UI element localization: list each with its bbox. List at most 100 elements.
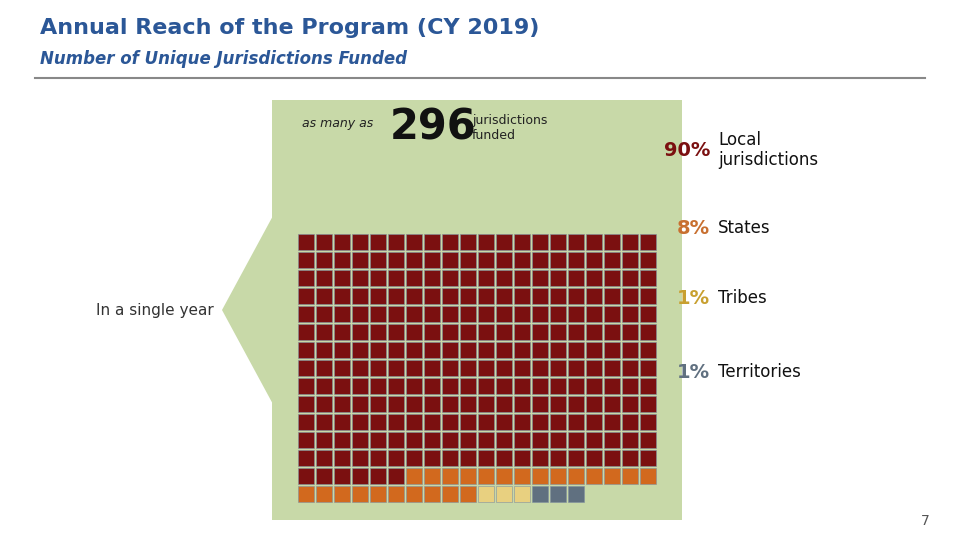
Bar [299,288,314,304]
Bar [460,234,476,250]
Bar [604,306,620,322]
Bar [496,234,512,250]
Bar [515,414,530,430]
Bar [352,450,368,466]
Bar [568,306,584,322]
Bar [443,360,458,376]
Bar [371,252,386,268]
Bar [443,378,458,394]
Bar [443,468,458,484]
Bar [388,342,404,358]
Bar [352,252,368,268]
Bar [532,468,548,484]
Bar [496,270,512,286]
Bar [443,324,458,340]
Bar [443,288,458,304]
Bar [388,414,404,430]
Bar [478,378,493,394]
Bar [406,360,421,376]
Bar [515,396,530,412]
Bar [424,486,440,502]
Bar [316,324,332,340]
Bar [478,234,493,250]
Bar [515,252,530,268]
Bar [388,306,404,322]
Bar [460,306,476,322]
Bar [352,468,368,484]
Bar [622,288,637,304]
Bar [299,468,314,484]
Bar [334,432,349,448]
Bar [568,342,584,358]
Bar [424,288,440,304]
Bar [371,234,386,250]
Bar [622,414,637,430]
Bar [622,342,637,358]
Bar [496,468,512,484]
Bar [604,342,620,358]
Bar [515,468,530,484]
Bar [496,486,512,502]
Bar [299,396,314,412]
Bar [550,288,565,304]
Bar [406,468,421,484]
Bar [568,252,584,268]
Bar [478,306,493,322]
Bar [316,396,332,412]
Bar [515,324,530,340]
Bar [371,414,386,430]
Bar [352,414,368,430]
Bar [424,450,440,466]
Bar [496,414,512,430]
Bar [496,306,512,322]
Bar [532,378,548,394]
Bar [424,468,440,484]
Bar [316,288,332,304]
Bar [460,486,476,502]
Bar [334,360,349,376]
Text: States: States [718,219,771,237]
Bar [604,360,620,376]
Bar [388,486,404,502]
Bar [316,378,332,394]
Text: Local
jurisdictions: Local jurisdictions [718,131,818,170]
Bar [316,360,332,376]
Bar [406,252,421,268]
Bar [587,306,602,322]
Bar [640,396,656,412]
Bar [334,324,349,340]
Bar [443,234,458,250]
Bar [460,270,476,286]
Bar [550,360,565,376]
Bar [515,306,530,322]
Bar [316,234,332,250]
Text: Territories: Territories [718,363,801,381]
Bar [424,324,440,340]
Bar [299,342,314,358]
Bar [515,234,530,250]
Text: jurisdictions
funded: jurisdictions funded [472,114,547,142]
Bar [532,324,548,340]
Bar [334,450,349,466]
Bar [478,450,493,466]
Bar [424,378,440,394]
Bar [406,342,421,358]
Bar [478,432,493,448]
Bar [622,270,637,286]
Bar [478,414,493,430]
Bar [316,486,332,502]
Bar [622,432,637,448]
Bar [371,342,386,358]
Bar [622,360,637,376]
Bar [587,360,602,376]
Bar [371,288,386,304]
Bar [568,414,584,430]
Bar [388,468,404,484]
Bar [640,342,656,358]
Bar [371,270,386,286]
Bar [406,414,421,430]
Bar [478,396,493,412]
Bar [604,450,620,466]
Bar [532,396,548,412]
Bar [515,342,530,358]
